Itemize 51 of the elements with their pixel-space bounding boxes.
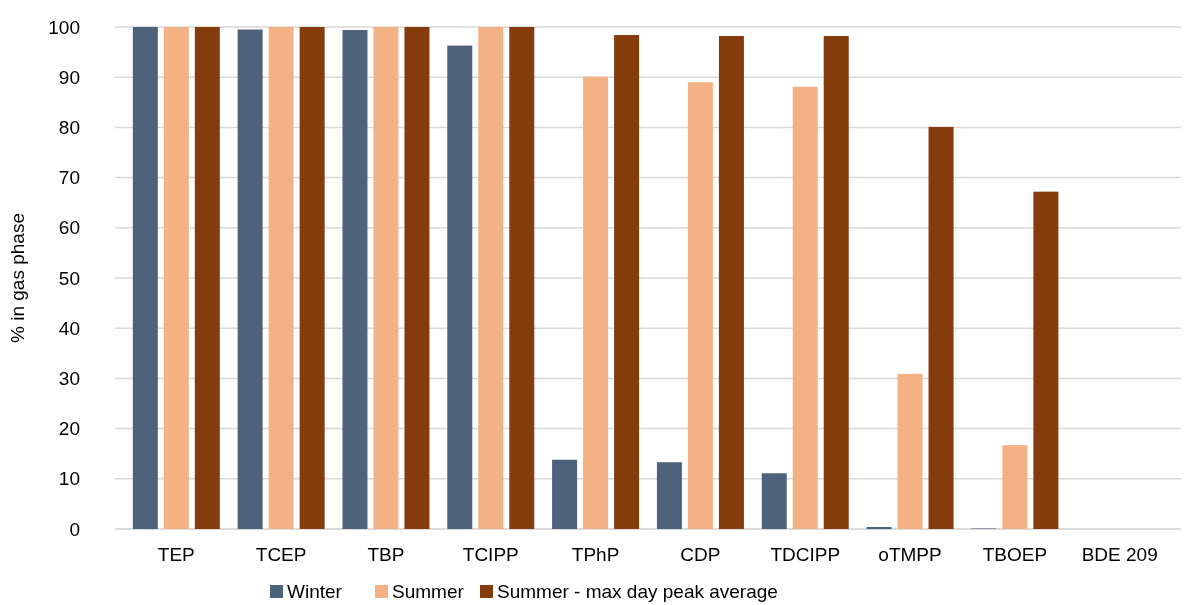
y-tick-label: 60 xyxy=(58,217,80,239)
x-tick-label: TDCIPP xyxy=(770,544,841,565)
legend-label: Summer xyxy=(392,581,465,602)
bar xyxy=(373,27,399,529)
x-tick-label: CDP xyxy=(680,544,721,565)
x-tick-label: TBP xyxy=(367,544,405,565)
x-tick-label: TCEP xyxy=(255,544,307,565)
bar xyxy=(194,27,220,529)
y-tick-label: 70 xyxy=(58,167,80,189)
y-tick-label: 80 xyxy=(58,117,80,139)
bar xyxy=(509,27,535,529)
x-tick-label: TBOEP xyxy=(982,544,1048,565)
bar xyxy=(478,27,504,529)
y-tick-label: 50 xyxy=(58,267,80,289)
bar xyxy=(761,473,787,529)
bar xyxy=(1033,191,1059,529)
bar xyxy=(823,36,849,529)
bar xyxy=(792,86,818,529)
y-tick-label: 40 xyxy=(58,317,80,339)
y-tick-label: 30 xyxy=(58,368,80,390)
bar xyxy=(447,45,473,529)
bar xyxy=(552,459,578,529)
x-tick-label: TCIPP xyxy=(462,544,519,565)
y-tick-label: 20 xyxy=(58,418,80,440)
x-tick-label: oTMPP xyxy=(878,544,942,565)
bar xyxy=(614,35,640,529)
y-tick-label: 10 xyxy=(58,468,80,490)
bar xyxy=(866,526,892,529)
bar xyxy=(237,29,263,529)
bar xyxy=(404,27,430,529)
bar xyxy=(299,27,325,529)
y-tick-label: 100 xyxy=(48,16,80,38)
x-tick-label: TEP xyxy=(157,544,195,565)
bar xyxy=(163,27,189,529)
bar xyxy=(1002,445,1028,529)
bar xyxy=(583,76,609,529)
x-tick-label: BDE 209 xyxy=(1081,544,1158,565)
bar xyxy=(268,27,294,529)
y-axis-title: % in gas phase xyxy=(7,213,28,343)
bar xyxy=(687,82,713,529)
legend-label: Winter xyxy=(287,581,343,602)
bar xyxy=(656,462,682,529)
bar xyxy=(928,126,954,529)
bar xyxy=(132,27,158,529)
bar xyxy=(718,36,744,529)
y-tick-label: 0 xyxy=(69,518,80,540)
x-tick-label: TPhP xyxy=(571,544,620,565)
bar xyxy=(897,373,923,529)
legend-label: Summer - max day peak average xyxy=(497,581,778,602)
y-tick-label: 90 xyxy=(58,66,80,88)
bar xyxy=(342,30,368,529)
